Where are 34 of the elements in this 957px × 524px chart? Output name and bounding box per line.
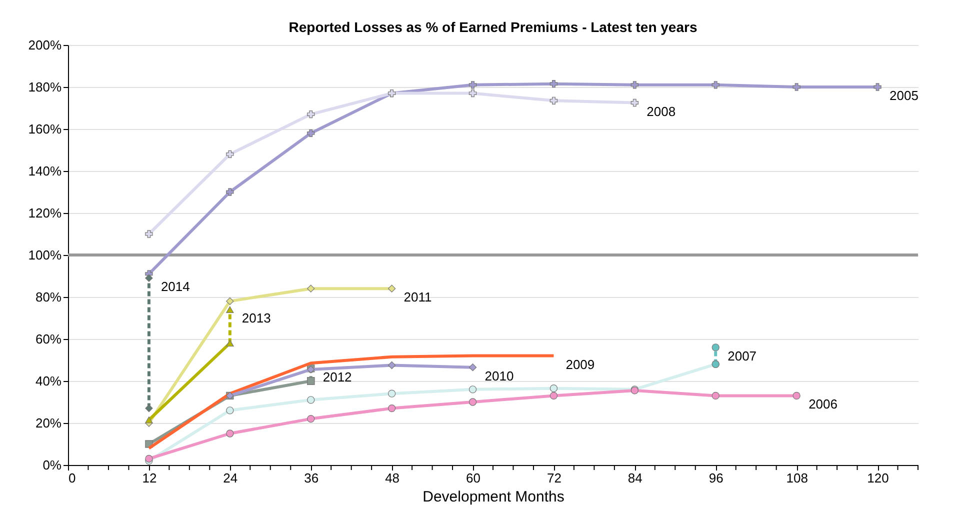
x-axis-title: Development Months	[422, 488, 564, 506]
chart-title: Reported Losses as % of Earned Premiums - Latest ten years	[288, 19, 698, 35]
x-tick-label: 108	[786, 470, 808, 486]
y-tick-label: 120%	[28, 206, 62, 220]
x-tick-label: 120	[867, 470, 889, 486]
y-tick-label: 160%	[28, 122, 62, 136]
x-tick-label: 72	[546, 470, 562, 486]
series-label: 2009	[566, 356, 595, 372]
x-tick-label: 12	[142, 470, 157, 486]
series-label: 2014	[160, 279, 190, 294]
series-label: 2005	[890, 88, 918, 103]
x-tick-label: 60	[466, 470, 480, 486]
x-tick-label: 84	[628, 470, 642, 486]
y-tick-label: 180%	[28, 80, 62, 94]
x-tick-label: 24	[223, 470, 238, 486]
series-label: 2008	[646, 104, 676, 119]
series-label: 2010	[484, 368, 514, 384]
x-tick-label: 0	[68, 470, 76, 486]
y-tick-label: 0%	[42, 458, 62, 472]
series-label: 2012	[322, 369, 352, 384]
y-tick-label: 20%	[35, 416, 62, 430]
y-tick-label: 100%	[28, 248, 62, 262]
y-tick-label: 60%	[35, 332, 62, 346]
y-tick-label: 200%	[28, 38, 62, 52]
series-label: 2006	[808, 396, 838, 412]
y-tick-label: 40%	[35, 374, 62, 388]
series-label: 2013	[242, 310, 271, 326]
y-tick-label: 80%	[35, 290, 62, 304]
x-tick-label: 36	[304, 470, 319, 486]
x-tick-label: 48	[385, 470, 400, 486]
x-tick-label: 96	[708, 470, 724, 486]
series-label: 2011	[404, 290, 432, 305]
series-label: 2007	[728, 348, 757, 364]
y-tick-label: 140%	[28, 164, 62, 178]
